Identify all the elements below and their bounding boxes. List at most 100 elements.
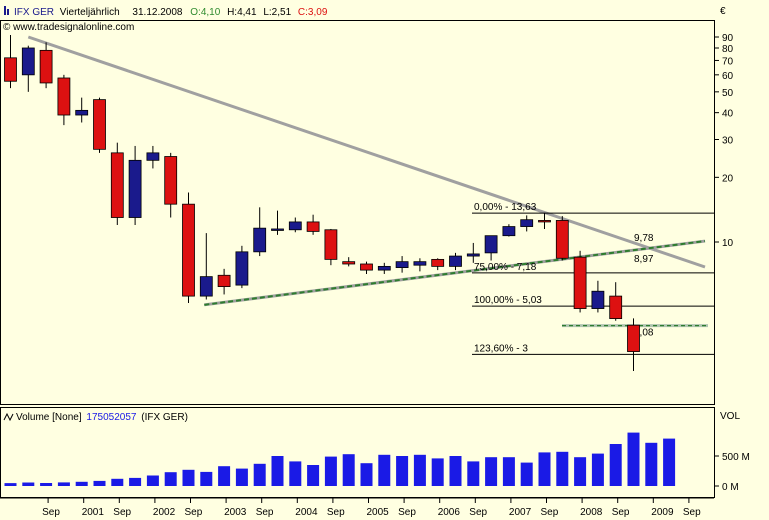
chart-header: IFX GER Vierteljährlich 31.12.2008 O:4,1… [3, 6, 328, 33]
volume-bar [360, 463, 373, 486]
price-tick-label: 60 [722, 71, 734, 82]
candle-body [484, 235, 498, 254]
time-tick-label: Sep [612, 507, 630, 518]
candle-body [627, 324, 640, 352]
time-tick-label: Sep [398, 507, 416, 518]
volume-bar [609, 444, 622, 486]
time-tick-label: Sep [469, 507, 487, 518]
candle-body [235, 251, 249, 286]
volume-bar [93, 480, 106, 486]
volume-bar [449, 456, 462, 486]
candle-body [324, 229, 338, 260]
fib-level-label: 75,00% - 7,18 [474, 262, 537, 273]
low-value: 2,51 [272, 7, 292, 18]
price-tick-label: 50 [722, 88, 734, 99]
volume-bar [271, 456, 284, 486]
candle-body [271, 228, 284, 231]
price-tick-label: 10 [722, 238, 734, 249]
price-tick-label: 70 [722, 56, 734, 67]
volume-bar [22, 482, 35, 486]
volume-bar [342, 454, 355, 486]
time-tick-label: 2001 [82, 507, 105, 518]
candle-body [502, 226, 516, 237]
volume-bar [235, 468, 248, 486]
period-label: Vierteljährlich [60, 7, 120, 18]
volume-bar [413, 454, 426, 486]
volume-bar [146, 475, 159, 486]
close-value: 3,09 [308, 7, 328, 18]
candle-body [110, 152, 124, 218]
volume-legend: Volume [None] 175052057 (IFX GER) [3, 412, 188, 423]
volume-bar [324, 456, 337, 486]
time-tick-label: 2009 [651, 507, 674, 518]
candle-body [39, 49, 53, 84]
annotation-label: 4,08 [634, 328, 654, 339]
candle-body [555, 220, 569, 259]
candle-body [431, 258, 445, 267]
candle-body [413, 261, 427, 266]
volume-bar [485, 457, 498, 486]
fib-level-label: 100,00% - 5,03 [474, 295, 542, 306]
volume-legend-value: 175052057 [86, 412, 136, 423]
price-panel[interactable] [0, 20, 715, 405]
volume-tick-label: 0 M [722, 482, 739, 493]
close-label: C: [298, 7, 308, 18]
high-value: 4,41 [237, 7, 257, 18]
time-tick-label: Sep [327, 507, 345, 518]
price-tick-label: 30 [722, 136, 734, 147]
candle-body [573, 256, 587, 309]
volume-legend-suffix: (IFX GER) [141, 412, 188, 423]
volume-axis: 500 M 0 M [714, 452, 750, 493]
volume-bar [467, 461, 480, 486]
volume-bar [75, 481, 88, 486]
volume-bar [591, 453, 604, 486]
volume-tick-label: 500 M [722, 452, 750, 463]
currency-symbol: € [720, 6, 726, 17]
volume-indicator-icon [3, 412, 14, 422]
volume-bars [4, 432, 676, 486]
time-tick-label: 2006 [438, 507, 461, 518]
time-tick-label: 2002 [153, 507, 176, 518]
volume-bar [502, 457, 515, 486]
candle-body [538, 220, 551, 223]
candle-body [466, 253, 480, 257]
high-label: H: [227, 7, 237, 18]
candle-body [182, 203, 195, 297]
price-tick-label: 40 [722, 109, 734, 120]
candle-body [288, 221, 302, 231]
time-tick-label: Sep [541, 507, 559, 518]
volume-bar [431, 458, 444, 486]
time-tick-label: Sep [683, 507, 701, 518]
candle-body [342, 261, 356, 265]
annotation-label: 9,78 [634, 233, 654, 244]
symbol-icon-bar [7, 9, 9, 15]
volume-bar [645, 442, 658, 486]
candle-body [395, 261, 409, 269]
candle-body [199, 276, 213, 297]
fibonacci-levels: 0,00% - 13,63 75,00% - 7,18 100,00% - 5,03… [472, 202, 714, 355]
candle-body [4, 57, 17, 82]
candle-body [75, 109, 89, 116]
volume-bar [396, 456, 409, 486]
volume-bar [129, 477, 142, 486]
time-tick-label: Sep [256, 507, 274, 518]
symbol-name: IFX GER [14, 7, 54, 18]
copyright: © www.tradesignalonline.com [3, 22, 134, 33]
fib-level-label: 0,00% - 13,63 [474, 202, 537, 213]
volume-bar [627, 432, 640, 486]
volume-bar [663, 438, 676, 486]
volume-bar [574, 457, 587, 486]
date-label: 31.12.2008 [132, 7, 182, 18]
candle-body [253, 227, 267, 253]
svg-text:IFX GER Vierteljährlich: IFX GER Vierteljährlich 31.12.2008 O:4,1… [14, 7, 328, 18]
volume-bar [253, 463, 266, 486]
rising-trendline-dash [204, 240, 706, 306]
annotation-label: 8,97 [634, 254, 654, 265]
candle-body [609, 295, 623, 319]
fib-level-label: 123,60% - 3 [474, 343, 528, 354]
candle-body [520, 219, 534, 227]
volume-bar [164, 472, 177, 486]
svg-text:Volume [None] 175052057: Volume [None] 175052057 (IFX GER) [16, 412, 188, 423]
volume-bar [289, 461, 302, 486]
time-tick-label: Sep [113, 507, 131, 518]
